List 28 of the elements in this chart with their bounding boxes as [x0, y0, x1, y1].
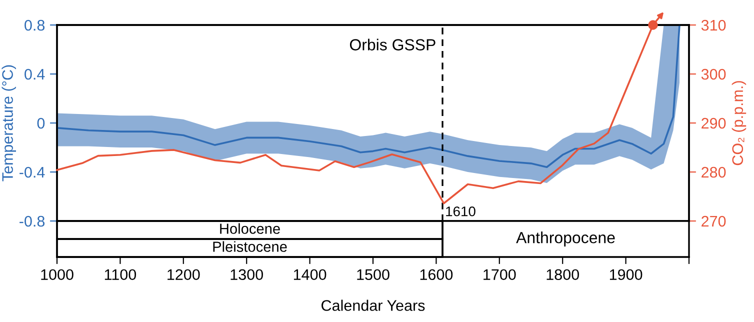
x-tick-label: 1300 [230, 269, 263, 280]
y2-tick-label: 290 [702, 118, 726, 129]
text: Pleistocene [213, 241, 287, 252]
y2-tick-label: 280 [702, 166, 726, 178]
y2-tick-label: 300 [701, 68, 726, 80]
y-tick-label: 0.4 [24, 68, 45, 80]
text: Anthropocene [516, 232, 615, 246]
y-tick-label: 0.8 [24, 20, 45, 31]
y2-axis-title: CO₂ (p.p.m.) [732, 81, 746, 166]
y-tick-label: -0.4 [20, 166, 45, 178]
y-tick-label: 0 [37, 118, 45, 129]
x-tick-label: 1900 [610, 269, 642, 280]
x-tick-label: 1600 [420, 269, 453, 280]
x-tick-label: 1200 [168, 269, 200, 280]
x-tick-label: 1400 [294, 269, 326, 280]
x-tick-label: 1700 [484, 269, 516, 280]
x-tick-label: 1000 [41, 269, 74, 280]
y-axis-title: Temperature (°C) [2, 65, 16, 182]
y2-tick-label: 310 [701, 20, 726, 31]
ref-line-label: Orbis GSSP [350, 38, 436, 50]
x-tick-label: 1800 [546, 269, 579, 280]
text: Holocene [220, 223, 280, 234]
y2-tick-label: 270 [702, 216, 726, 227]
x-tick-label: 1100 [104, 269, 136, 280]
x-axis-title: Calendar Years [322, 300, 425, 311]
x-tick-label: 1500 [357, 269, 390, 280]
y-tick-label: -0.8 [20, 216, 45, 227]
annotation: 1610 [446, 206, 476, 216]
